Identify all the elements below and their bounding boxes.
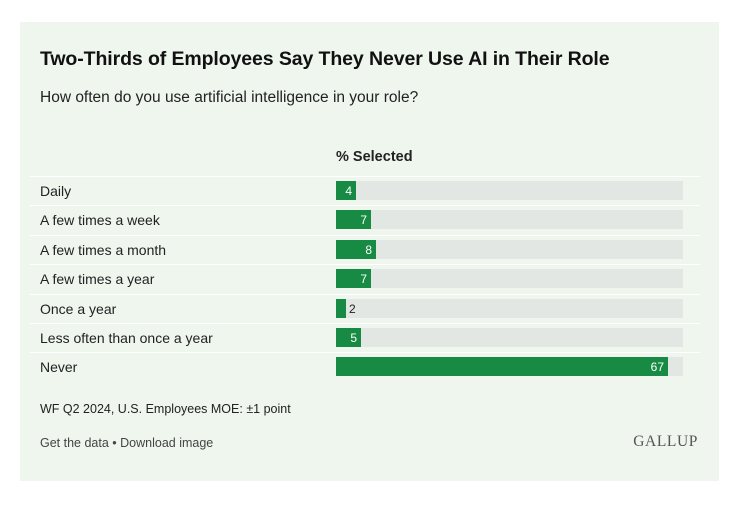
category-label: A few times a week bbox=[40, 212, 160, 229]
download-image-link[interactable]: Download image bbox=[120, 436, 214, 450]
bar-track: 5 bbox=[336, 327, 683, 347]
bar-row: Daily 4 bbox=[20, 176, 719, 205]
link-separator: • bbox=[108, 436, 121, 450]
row-separator bbox=[30, 293, 700, 295]
chart-title: Two-Thirds of Employees Say They Never U… bbox=[40, 48, 610, 70]
category-label: A few times a year bbox=[40, 271, 155, 288]
bar bbox=[336, 298, 346, 318]
bar bbox=[336, 210, 371, 230]
bar-track: 4 bbox=[336, 181, 683, 200]
bar bbox=[336, 357, 668, 377]
bar-value-label: 4 bbox=[345, 184, 352, 198]
bar-row: A few times a month 8 bbox=[20, 234, 719, 264]
bar-row: A few times a week 7 bbox=[20, 205, 719, 234]
row-separator bbox=[30, 264, 700, 266]
bar-track: 8 bbox=[336, 239, 683, 259]
column-header: % Selected bbox=[336, 149, 413, 165]
bar-row: A few times a year 7 bbox=[20, 264, 719, 293]
row-separator bbox=[30, 205, 700, 207]
bar-row: Never 67 bbox=[20, 352, 719, 381]
bar-track: 7 bbox=[336, 269, 683, 289]
chart-card: Two-Thirds of Employees Say They Never U… bbox=[20, 22, 719, 481]
bar-value-label: 5 bbox=[350, 330, 357, 345]
bar-track: 7 bbox=[336, 210, 683, 230]
bar-track: 2 bbox=[336, 298, 683, 318]
bar bbox=[336, 269, 371, 289]
bar-value-label: 2 bbox=[349, 301, 356, 316]
gallup-logo: GALLUP bbox=[633, 433, 698, 450]
row-separator bbox=[30, 176, 700, 177]
row-separator bbox=[30, 234, 700, 236]
category-label: Once a year bbox=[40, 300, 117, 317]
category-label: A few times a month bbox=[40, 241, 167, 258]
bar-track: 67 bbox=[336, 357, 683, 377]
bar-value-label: 7 bbox=[360, 272, 367, 287]
bar-value-label: 7 bbox=[360, 213, 367, 228]
bar bbox=[336, 327, 361, 347]
bar bbox=[336, 181, 356, 200]
chart-subtitle: How often do you use artificial intellig… bbox=[40, 89, 419, 106]
row-separator bbox=[30, 322, 700, 324]
bar bbox=[336, 239, 376, 259]
footnote: WF Q2 2024, U.S. Employees MOE: ±1 point bbox=[40, 402, 291, 416]
row-separator bbox=[30, 352, 700, 354]
bar-row: Once a year 2 bbox=[20, 293, 719, 323]
bar-row: Less often than once a year 5 bbox=[20, 322, 719, 352]
category-label: Daily bbox=[40, 183, 72, 199]
bar-rows: Daily 4 A few times a week 7 A few times a m… bbox=[20, 176, 719, 382]
get-data-link[interactable]: Get the data bbox=[40, 436, 109, 450]
category-label: Less often than once a year bbox=[40, 329, 213, 346]
category-label: Never bbox=[40, 359, 78, 376]
footer-links: Get the data • Download image bbox=[40, 436, 213, 450]
bar-value-label: 67 bbox=[650, 360, 664, 375]
bar-value-label: 8 bbox=[365, 242, 372, 257]
